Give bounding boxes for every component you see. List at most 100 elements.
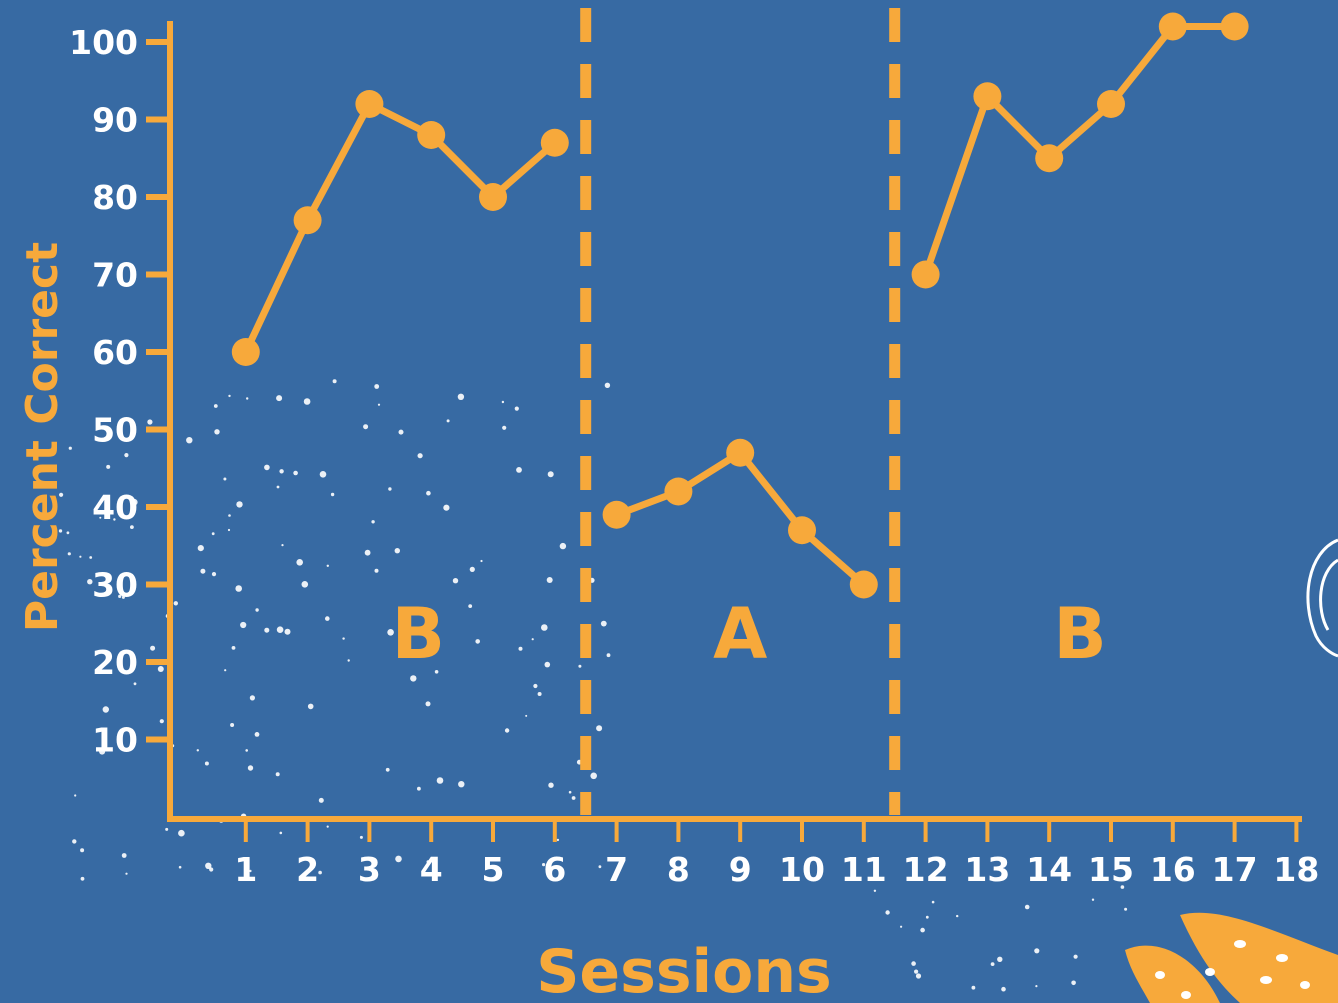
speckle (457, 393, 465, 400)
orange-spotted-coral (1125, 912, 1338, 1003)
speckle (276, 395, 283, 402)
x-tick-label: 8 (667, 850, 690, 889)
speckle (443, 504, 450, 511)
speckle (284, 628, 291, 635)
speckle (388, 487, 392, 491)
speckle (197, 545, 204, 552)
data-point (973, 82, 1002, 111)
data-point (664, 477, 693, 506)
speckle (99, 748, 106, 755)
speckle (249, 869, 252, 873)
y-tick-label: 100 (69, 23, 138, 62)
speckle (213, 404, 218, 408)
speckle (1024, 904, 1030, 910)
speckle (475, 639, 481, 644)
speckle (74, 794, 77, 797)
speckle (537, 692, 542, 696)
speckle (452, 578, 459, 584)
speckle (578, 664, 582, 668)
speckle (147, 419, 153, 425)
speckle (133, 682, 137, 686)
y-tick-label: 30 (92, 566, 138, 605)
data-point (1035, 144, 1064, 173)
y-axis-title: Percent Correct (17, 242, 68, 632)
speckle (66, 531, 70, 535)
speckle (1091, 898, 1095, 901)
speckle (275, 772, 280, 777)
speckle (87, 579, 93, 585)
speckle (264, 627, 270, 633)
x-tick-label: 16 (1150, 850, 1196, 889)
speckle (276, 626, 284, 633)
y-tick-label: 50 (92, 411, 138, 450)
speckle (525, 714, 528, 717)
speckle (931, 900, 935, 904)
speckle (124, 453, 129, 458)
speckle (436, 777, 444, 784)
speckle (296, 559, 304, 566)
speckle (230, 723, 235, 727)
speckle (131, 498, 138, 506)
speckle (363, 424, 369, 430)
speckle (342, 637, 345, 640)
speckle (228, 514, 231, 517)
speckle (72, 839, 77, 844)
y-tick-label: 60 (92, 333, 138, 372)
speckle (303, 398, 311, 405)
speckle (501, 400, 505, 404)
speckle (371, 520, 375, 524)
speckle (542, 863, 546, 867)
speckle (568, 790, 572, 794)
speckle (1124, 907, 1128, 911)
speckle (200, 568, 206, 574)
x-tick-label: 11 (841, 850, 887, 889)
speckle (214, 429, 220, 435)
speckle (173, 601, 178, 606)
speckle (518, 646, 523, 651)
speckle (502, 425, 507, 430)
speckle (990, 962, 995, 966)
speckle (80, 848, 85, 853)
data-point (293, 206, 322, 235)
speckle (1071, 980, 1076, 986)
speckle (606, 653, 611, 658)
data-point (1158, 12, 1187, 41)
speckle (307, 703, 314, 710)
speckle (224, 669, 227, 672)
speckle (211, 572, 217, 577)
speckle (971, 985, 976, 990)
speckle (150, 645, 156, 651)
series-line (242, 100, 558, 354)
data-point (849, 570, 878, 599)
speckle (79, 555, 82, 558)
speckle (228, 394, 231, 398)
speckle-decoration (58, 379, 1128, 992)
speckle (359, 835, 363, 839)
speckle (541, 624, 548, 631)
speckle (318, 870, 322, 875)
decoration-layer (1125, 538, 1338, 1003)
data-point (1220, 12, 1249, 41)
speckle (121, 853, 127, 858)
series-line (615, 449, 867, 588)
speckle (398, 429, 404, 435)
speckle (89, 556, 93, 559)
speckle (255, 608, 259, 612)
speckle (385, 767, 390, 772)
speckle (394, 548, 400, 554)
series-line (922, 23, 1235, 276)
speckle (264, 464, 270, 471)
speckle (279, 831, 283, 835)
data-point (231, 338, 260, 366)
y-tick-label: 70 (92, 256, 138, 295)
speckle (374, 568, 379, 573)
x-tick-label: 2 (296, 850, 319, 889)
speckle (186, 437, 193, 444)
speckle (434, 670, 439, 674)
speckle (249, 695, 255, 701)
y-tick-label: 20 (92, 643, 138, 682)
x-tick-label: 1 (234, 850, 257, 889)
speckle (997, 956, 1003, 962)
speckle (223, 477, 227, 481)
